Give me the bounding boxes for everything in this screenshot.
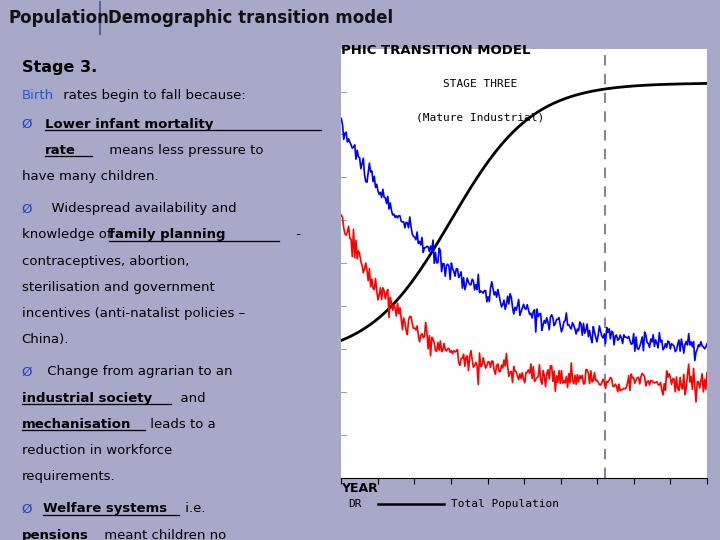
Text: means less pressure to: means less pressure to: [105, 144, 264, 157]
Text: (Mature Industrial): (Mature Industrial): [416, 113, 544, 123]
Text: Lower infant mortality: Lower infant mortality: [45, 118, 217, 131]
Text: mechanisation: mechanisation: [22, 417, 131, 431]
Text: Ø: Ø: [22, 366, 32, 379]
Text: Population: Population: [8, 9, 109, 27]
Text: i.e.: i.e.: [181, 503, 205, 516]
Text: Demographic transition model: Demographic transition model: [108, 9, 393, 27]
Text: leads to a: leads to a: [146, 417, 216, 431]
Text: have many children.: have many children.: [22, 170, 158, 183]
Text: and: and: [173, 392, 206, 404]
Text: Total Population: Total Population: [451, 499, 559, 509]
Text: Birth: Birth: [22, 89, 54, 102]
Text: rates begin to fall because:: rates begin to fall because:: [60, 89, 246, 102]
Text: contraceptives, abortion,: contraceptives, abortion,: [22, 254, 189, 267]
Text: -: -: [292, 228, 301, 241]
Text: YEAR: YEAR: [341, 482, 378, 495]
Text: China).: China).: [22, 333, 69, 346]
Text: incentives (anti-natalist policies –: incentives (anti-natalist policies –: [22, 307, 245, 320]
Text: requirements.: requirements.: [22, 470, 115, 483]
Text: Ø: Ø: [22, 202, 32, 215]
Text: Ø: Ø: [22, 118, 37, 131]
Text: STAGE THREE: STAGE THREE: [443, 79, 518, 89]
Text: Widespread availability and: Widespread availability and: [43, 202, 237, 215]
Text: reduction in workforce: reduction in workforce: [22, 444, 172, 457]
Text: Change from agrarian to an: Change from agrarian to an: [43, 366, 233, 379]
Text: PHIC TRANSITION MODEL: PHIC TRANSITION MODEL: [341, 44, 531, 57]
Text: knowledge of: knowledge of: [22, 228, 116, 241]
Text: Welfare systems: Welfare systems: [43, 503, 167, 516]
Text: DR: DR: [348, 499, 362, 509]
Text: industrial society: industrial society: [22, 392, 152, 404]
Text: meant children no: meant children no: [100, 529, 227, 540]
Text: sterilisation and government: sterilisation and government: [22, 281, 215, 294]
Text: Ø: Ø: [22, 503, 32, 516]
Text: family planning: family planning: [109, 228, 225, 241]
Text: Stage 3.: Stage 3.: [22, 60, 97, 75]
Text: rate: rate: [45, 144, 76, 157]
Text: pensions: pensions: [22, 529, 89, 540]
